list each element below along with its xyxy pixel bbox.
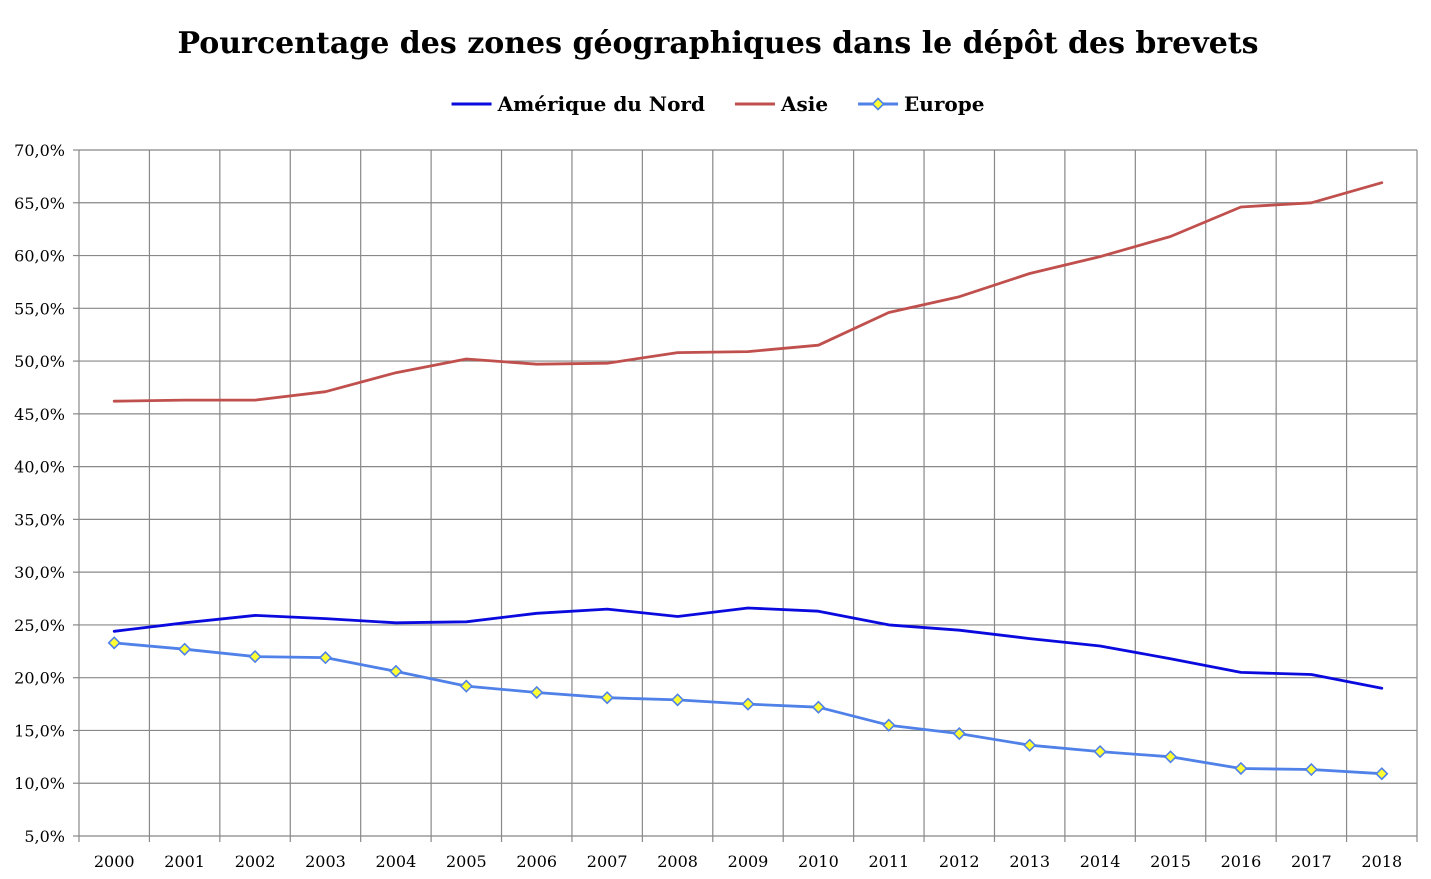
series-line-amerique-du-nord [112,606,1384,690]
y-tick-label: 5,0% [24,827,65,846]
legend-label-europe: Europe [904,92,984,116]
x-tick-label: 2000 [94,852,135,871]
x-tick-label: 2018 [1361,852,1402,871]
x-tick-label: 2002 [235,852,276,871]
x-tick-label: 2016 [1221,852,1262,871]
y-tick-label: 40,0% [14,458,65,477]
x-tick-label: 2007 [587,852,628,871]
legend: Amérique du Nord Asie Europe [451,92,984,116]
y-tick-label: 60,0% [14,247,65,266]
data-point-europe [1234,761,1248,776]
data-point-europe [670,693,685,707]
data-point-europe [1163,750,1178,764]
data-point-europe [600,691,614,705]
x-tick-label: 2005 [446,852,487,871]
legend-label-asie: Asie [780,92,828,116]
data-point-europe [882,718,896,732]
x-tick-label: 2014 [1080,852,1121,871]
y-tick-label: 20,0% [14,669,65,688]
data-point-europe [318,651,333,665]
data-point-europe [178,642,192,656]
data-point-europe [741,697,755,711]
data-point-europe [389,664,403,678]
data-point-europe [459,679,473,693]
y-tick-label: 30,0% [14,563,65,582]
chart-title: Pourcentage des zones géographiques dans… [177,26,1258,61]
x-tick-label: 2008 [657,852,698,871]
x-tick-label: 2013 [1009,852,1050,871]
y-tick-label: 15,0% [14,721,65,740]
legend-label-amerique-du-nord: Amérique du Nord [497,92,705,116]
data-point-europe [1375,767,1389,781]
data-point-europe [248,649,262,664]
data-point-europe [811,700,826,714]
x-tick-label: 2003 [305,852,346,871]
x-tick-label: 2012 [939,852,980,871]
x-tick-label: 2006 [516,852,557,871]
y-tick-label: 55,0% [14,299,65,318]
data-point-europe [1023,738,1037,752]
data-point-europe [1304,762,1318,777]
y-tick-label: 50,0% [14,352,65,371]
x-tick-label: 2004 [376,852,417,871]
y-tick-label: 65,0% [14,194,65,213]
x-tick-label: 2011 [868,852,909,871]
data-point-europe [107,636,121,650]
series-line-asie [112,181,1384,403]
x-tick-label: 2015 [1150,852,1191,871]
grid [78,149,1418,837]
y-tick-label: 10,0% [14,774,65,793]
y-tick-label: 35,0% [14,510,65,529]
y-tick-label: 45,0% [14,405,65,424]
x-tick-label: 2010 [798,852,839,871]
y-tick-label: 25,0% [14,616,65,635]
series-layer [107,181,1389,781]
data-point-europe [952,726,966,741]
data-point-europe [1093,744,1107,759]
axes: 5,0% 10,0% 15,0% 20,0% 25,0% 30,0% 35,0% 40,0% 4… [14,141,1418,871]
data-point-europe [530,685,544,700]
x-tick-label: 2009 [728,852,769,871]
x-tick-label: 2001 [164,852,205,871]
y-tick-label: 70,0% [14,141,65,160]
legend-marker-europe [871,97,885,111]
x-tick-label: 2017 [1291,852,1332,871]
